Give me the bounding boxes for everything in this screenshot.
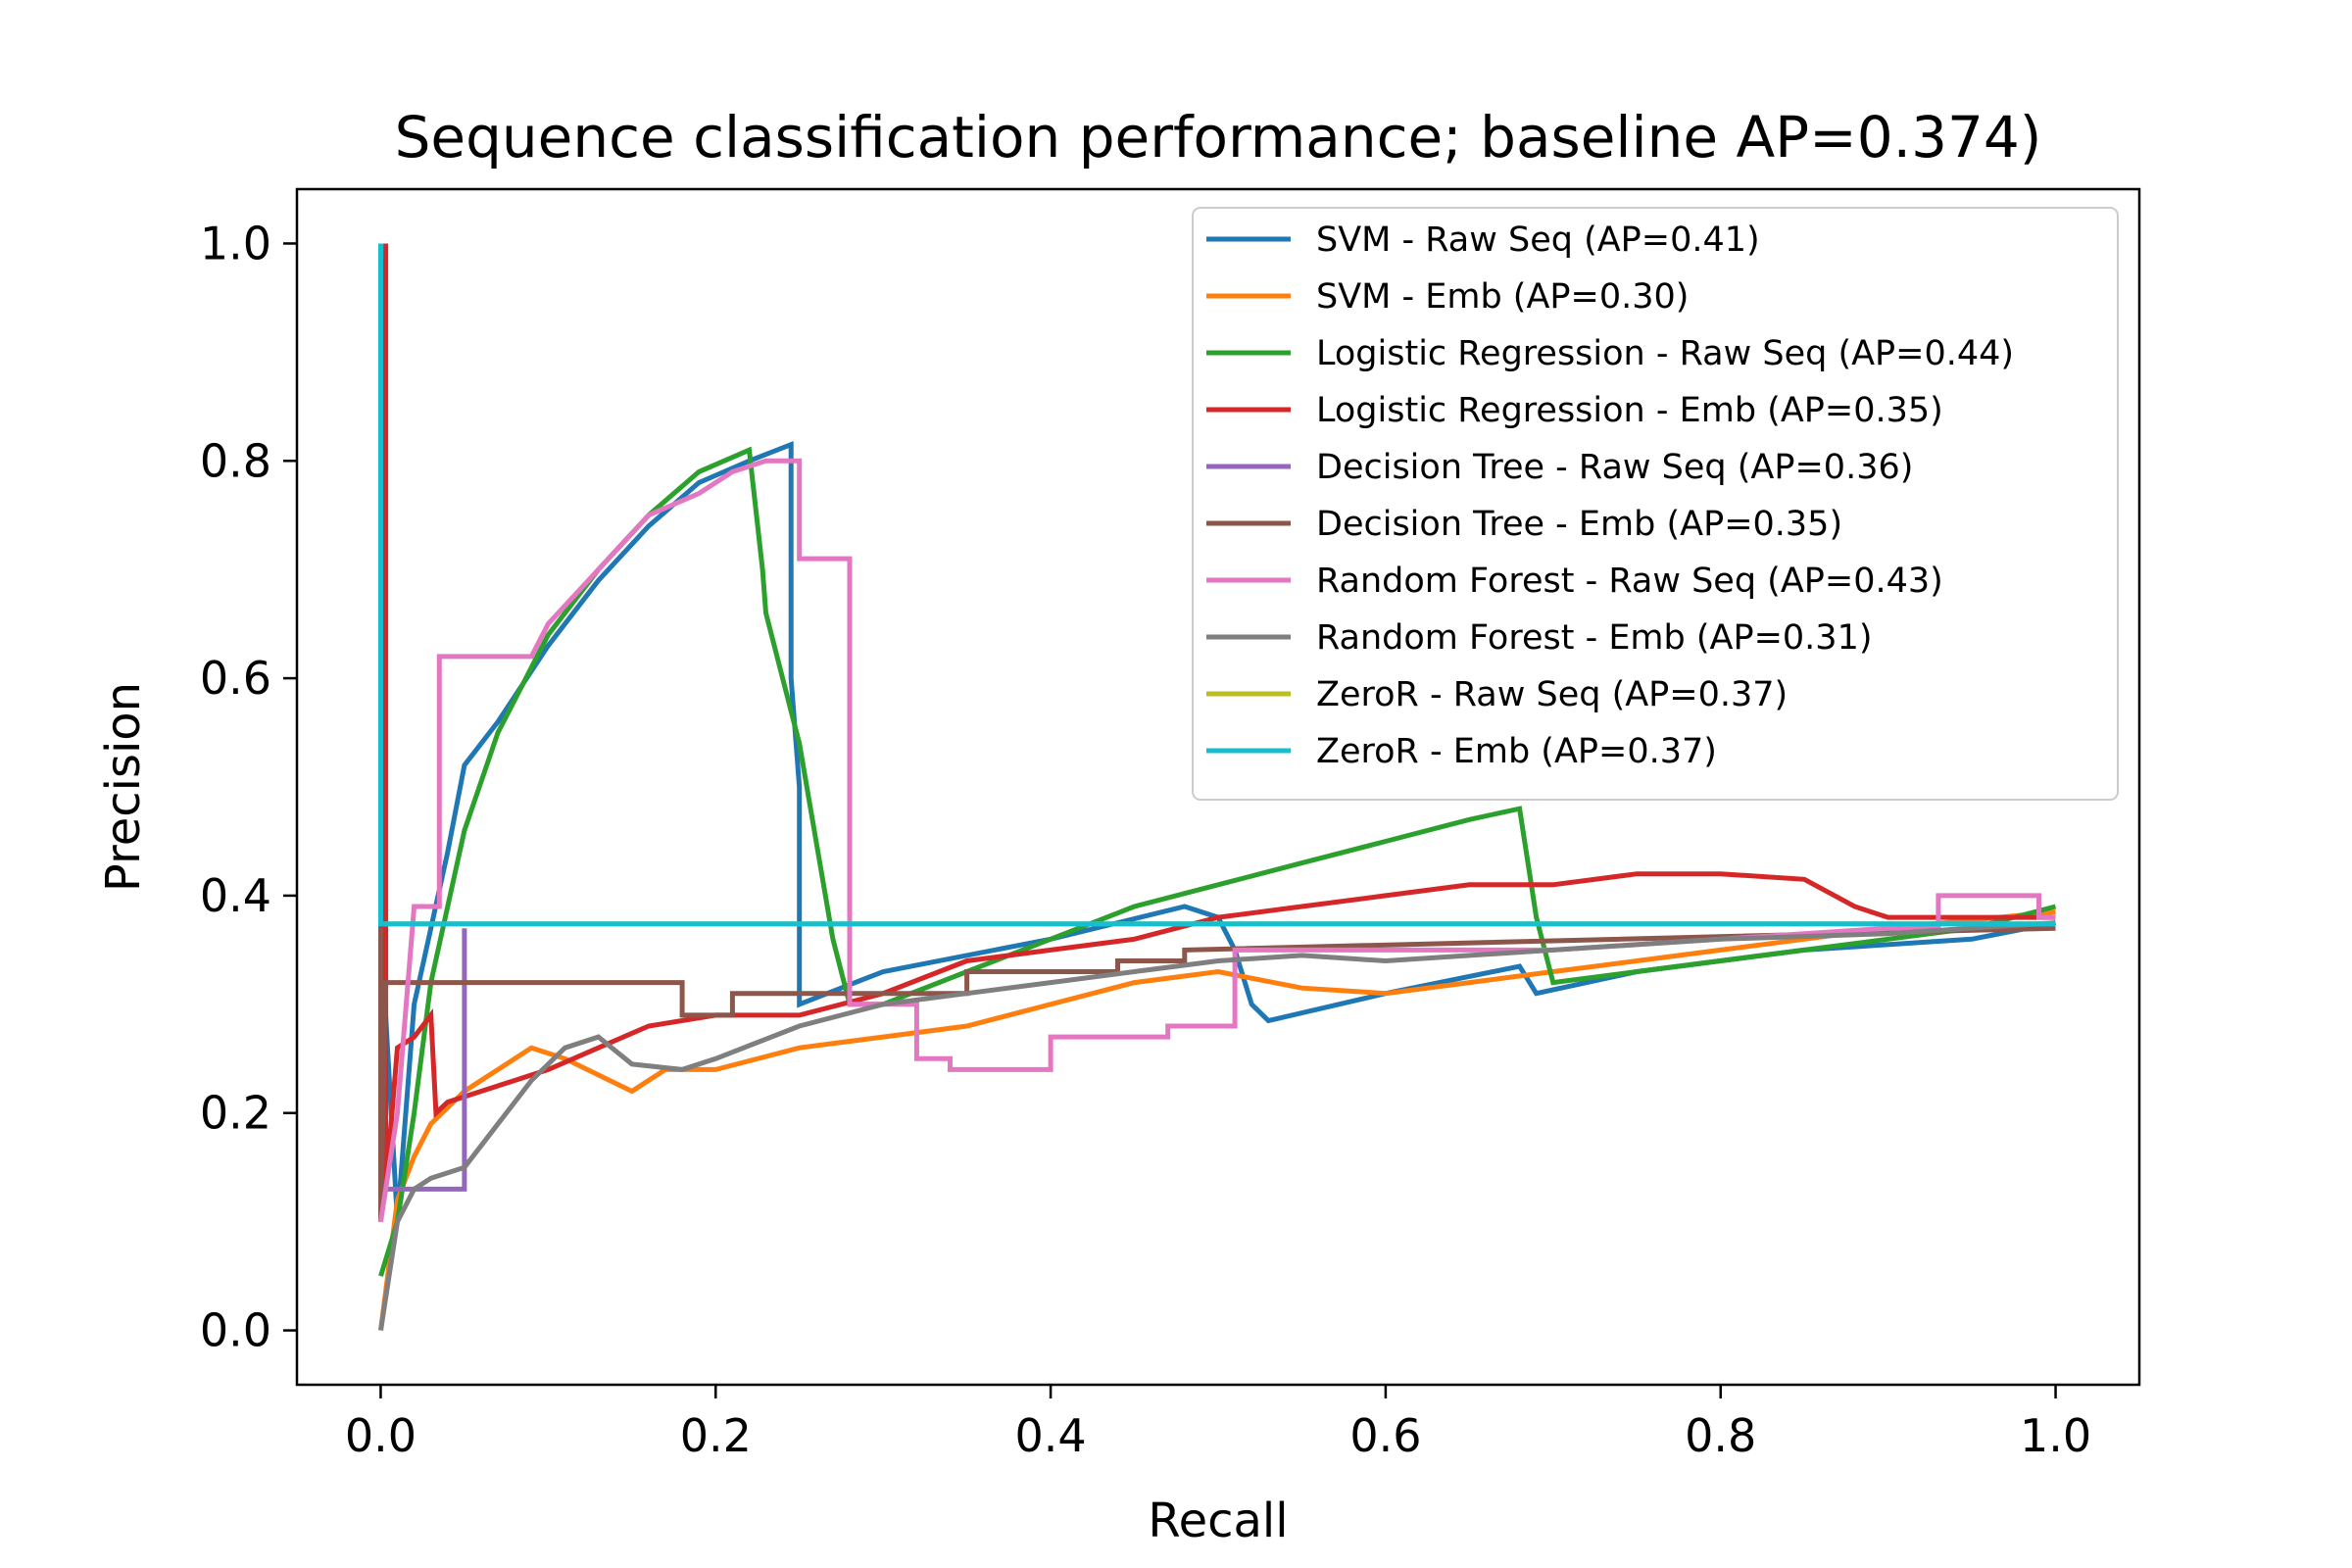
series-layer [378, 243, 2057, 1331]
y-tick-label: 1.0 [200, 217, 271, 270]
legend-label: Decision Tree - Emb (AP=0.35) [1316, 505, 1842, 544]
legend-label: Random Forest - Raw Seq (AP=0.43) [1316, 562, 1943, 601]
legend-label: SVM - Emb (AP=0.30) [1316, 277, 1689, 317]
ticks-layer: 0.0 0.2 0.4 0.6 0.8 1.0 0.0 0.2 0.4 0.6 0.8 1.0 [200, 217, 2091, 1462]
series-line-1 [378, 243, 2056, 1222]
x-tick-label: 1.0 [2020, 1409, 2091, 1462]
x-tick-label: 0.8 [1685, 1409, 1756, 1462]
series-line-8 [378, 920, 2056, 1331]
y-axis-label: Precision [96, 682, 151, 892]
legend-label: SVM - Raw Seq (AP=0.41) [1316, 220, 1760, 260]
x-axis-label: Recall [1148, 1494, 1288, 1548]
series-line-10 [378, 243, 2056, 927]
legend-label: Logistic Regression - Emb (AP=0.35) [1316, 391, 1943, 430]
legend-label: Logistic Regression - Raw Seq (AP=0.44) [1316, 334, 2014, 373]
y-tick-label: 0.6 [200, 652, 271, 705]
series-line-4 [378, 243, 2056, 1222]
series-line-2 [378, 909, 2056, 1331]
plot-frame [295, 187, 2141, 1387]
legend-label: ZeroR - Raw Seq (AP=0.37) [1316, 675, 1788, 714]
x-tick-label: 0.4 [1015, 1409, 1087, 1462]
legend: SVM - Raw Seq (AP=0.41) SVM - Emb (AP=0.3… [1192, 207, 2119, 801]
legend-label: ZeroR - Emb (AP=0.37) [1316, 732, 1717, 771]
x-tick-label: 0.6 [1349, 1409, 1421, 1462]
legend-label: Random Forest - Emb (AP=0.31) [1316, 618, 1873, 658]
chart-title: Sequence classification performance; bas… [395, 104, 2042, 171]
legend-box [1192, 207, 2119, 801]
y-tick-label: 0.0 [200, 1304, 271, 1357]
y-tick-label: 0.8 [200, 434, 271, 487]
y-tick-label: 0.4 [200, 869, 271, 922]
x-tick-label: 0.2 [680, 1409, 752, 1462]
series-line-3 [378, 446, 2057, 1277]
x-tick-label: 0.0 [345, 1409, 416, 1462]
y-tick-label: 0.2 [200, 1087, 271, 1140]
legend-label: Decision Tree - Raw Seq (AP=0.36) [1316, 448, 1913, 487]
